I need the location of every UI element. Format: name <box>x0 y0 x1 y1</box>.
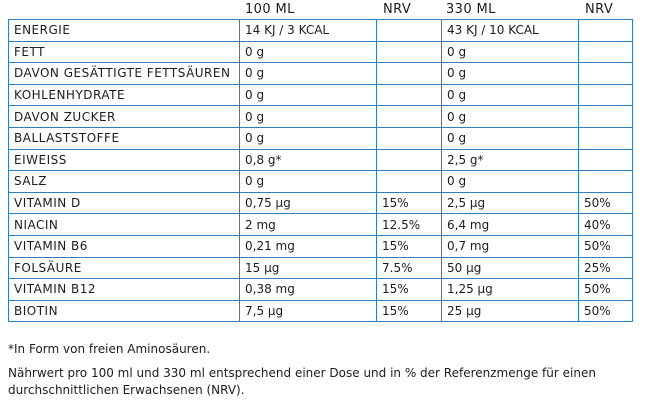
nrv-330ml: 50% <box>578 278 633 301</box>
nutrient-label: DAVON ZUCKER <box>8 105 240 128</box>
value-100ml: 2 mg <box>239 213 377 236</box>
value-100ml: 14 KJ / 3 KCAL <box>239 19 377 42</box>
value-330ml: 25 µg <box>441 299 579 323</box>
nrv-100ml <box>376 40 442 64</box>
table-row: VITAMIN B6 0,21 mg 15% 0,7 mg 50% <box>8 234 633 258</box>
nrv-330ml <box>578 126 633 150</box>
nutrient-label: FOLSÄURE <box>8 256 240 280</box>
value-100ml: 7,5 µg <box>239 299 377 323</box>
header-nrv-100ml: NRV <box>383 2 412 17</box>
nutrient-label: VITAMIN D <box>8 191 240 215</box>
nrv-100ml: 12.5% <box>376 213 442 236</box>
header-100ml: 100 ML <box>245 2 295 17</box>
nrv-100ml: 15% <box>376 278 442 301</box>
table-row: FOLSÄURE 15 µg 7.5% 50 µg 25% <box>8 256 633 280</box>
nutrient-label: SALZ <box>8 170 240 193</box>
nrv-330ml: 40% <box>578 213 633 236</box>
nutrient-label: EIWEISS <box>8 148 240 172</box>
nrv-100ml <box>376 83 442 107</box>
value-330ml: 0 g <box>441 62 579 85</box>
value-330ml: 0 g <box>441 170 579 193</box>
value-100ml: 0 g <box>239 62 377 85</box>
footnote-reference-line-1: Nährwert pro 100 ml und 330 ml entsprech… <box>8 366 596 380</box>
nutrient-label: DAVON GESÄTTIGTE FETTSÄUREN <box>8 62 240 85</box>
value-100ml: 15 µg <box>239 256 377 280</box>
nutrient-label: KOHLENHYDRATE <box>8 83 240 107</box>
value-330ml: 2,5 g* <box>441 148 579 172</box>
value-100ml: 0,21 mg <box>239 234 377 258</box>
value-330ml: 0 g <box>441 126 579 150</box>
value-100ml: 0,75 µg <box>239 191 377 215</box>
nrv-100ml <box>376 19 442 42</box>
nrv-330ml <box>578 83 633 107</box>
nrv-100ml <box>376 62 442 85</box>
table-row: VITAMIN B12 0,38 mg 15% 1,25 µg 50% <box>8 278 633 301</box>
table-row: EIWEISS 0,8 g* 2,5 g* <box>8 148 633 172</box>
nutrition-table: ENERGIE 14 KJ / 3 KCAL 43 KJ / 10 KCAL FETT… <box>8 19 633 323</box>
nrv-100ml: 15% <box>376 191 442 215</box>
value-330ml: 0 g <box>441 40 579 64</box>
value-100ml: 0 g <box>239 83 377 107</box>
nrv-330ml <box>578 170 633 193</box>
header-330ml: 330 ML <box>446 2 496 17</box>
table-row: BIOTIN 7,5 µg 15% 25 µg 50% <box>8 299 633 323</box>
nutrient-label: BALLASTSTOFFE <box>8 126 240 150</box>
nrv-330ml <box>578 148 633 172</box>
nrv-330ml <box>578 62 633 85</box>
value-330ml: 0,7 mg <box>441 234 579 258</box>
nrv-330ml: 25% <box>578 256 633 280</box>
value-100ml: 0 g <box>239 170 377 193</box>
table-row: VITAMIN D 0,75 µg 15% 2,5 µg 50% <box>8 191 633 215</box>
nutrient-label: BIOTIN <box>8 299 240 323</box>
nrv-330ml <box>578 40 633 64</box>
nrv-330ml: 50% <box>578 234 633 258</box>
nrv-330ml: 50% <box>578 191 633 215</box>
nutrient-label: VITAMIN B6 <box>8 234 240 258</box>
nrv-100ml: 15% <box>376 234 442 258</box>
nutrient-label: ENERGIE <box>8 19 240 42</box>
header-nrv-330ml: NRV <box>585 2 614 17</box>
nrv-100ml: 7.5% <box>376 256 442 280</box>
footnote-asterisk: *In Form von freien Aminosäuren. <box>8 342 211 356</box>
value-100ml: 0,8 g* <box>239 148 377 172</box>
value-330ml: 1,25 µg <box>441 278 579 301</box>
nrv-330ml <box>578 19 633 42</box>
value-330ml: 0 g <box>441 83 579 107</box>
value-100ml: 0 g <box>239 126 377 150</box>
value-330ml: 2,5 µg <box>441 191 579 215</box>
nutrition-table-body: ENERGIE 14 KJ / 3 KCAL 43 KJ / 10 KCAL FETT… <box>8 19 633 323</box>
nrv-100ml <box>376 148 442 172</box>
value-330ml: 0 g <box>441 105 579 128</box>
value-100ml: 0 g <box>239 40 377 64</box>
nrv-100ml <box>376 126 442 150</box>
nutrient-label: FETT <box>8 40 240 64</box>
nrv-100ml <box>376 105 442 128</box>
nrv-100ml <box>376 170 442 193</box>
nrv-100ml: 15% <box>376 299 442 323</box>
value-330ml: 50 µg <box>441 256 579 280</box>
table-row: ENERGIE 14 KJ / 3 KCAL 43 KJ / 10 KCAL <box>8 19 633 42</box>
nrv-330ml <box>578 105 633 128</box>
value-330ml: 43 KJ / 10 KCAL <box>441 19 579 42</box>
value-100ml: 0 g <box>239 105 377 128</box>
footnote-reference-line-2: durchschnittlichen Erwachsenen (NRV). <box>8 383 245 397</box>
nutrient-label: VITAMIN B12 <box>8 278 240 301</box>
value-330ml: 6,4 mg <box>441 213 579 236</box>
table-row: NIACIN 2 mg 12.5% 6,4 mg 40% <box>8 213 633 236</box>
nutrient-label: NIACIN <box>8 213 240 236</box>
nrv-330ml: 50% <box>578 299 633 323</box>
value-100ml: 0,38 mg <box>239 278 377 301</box>
